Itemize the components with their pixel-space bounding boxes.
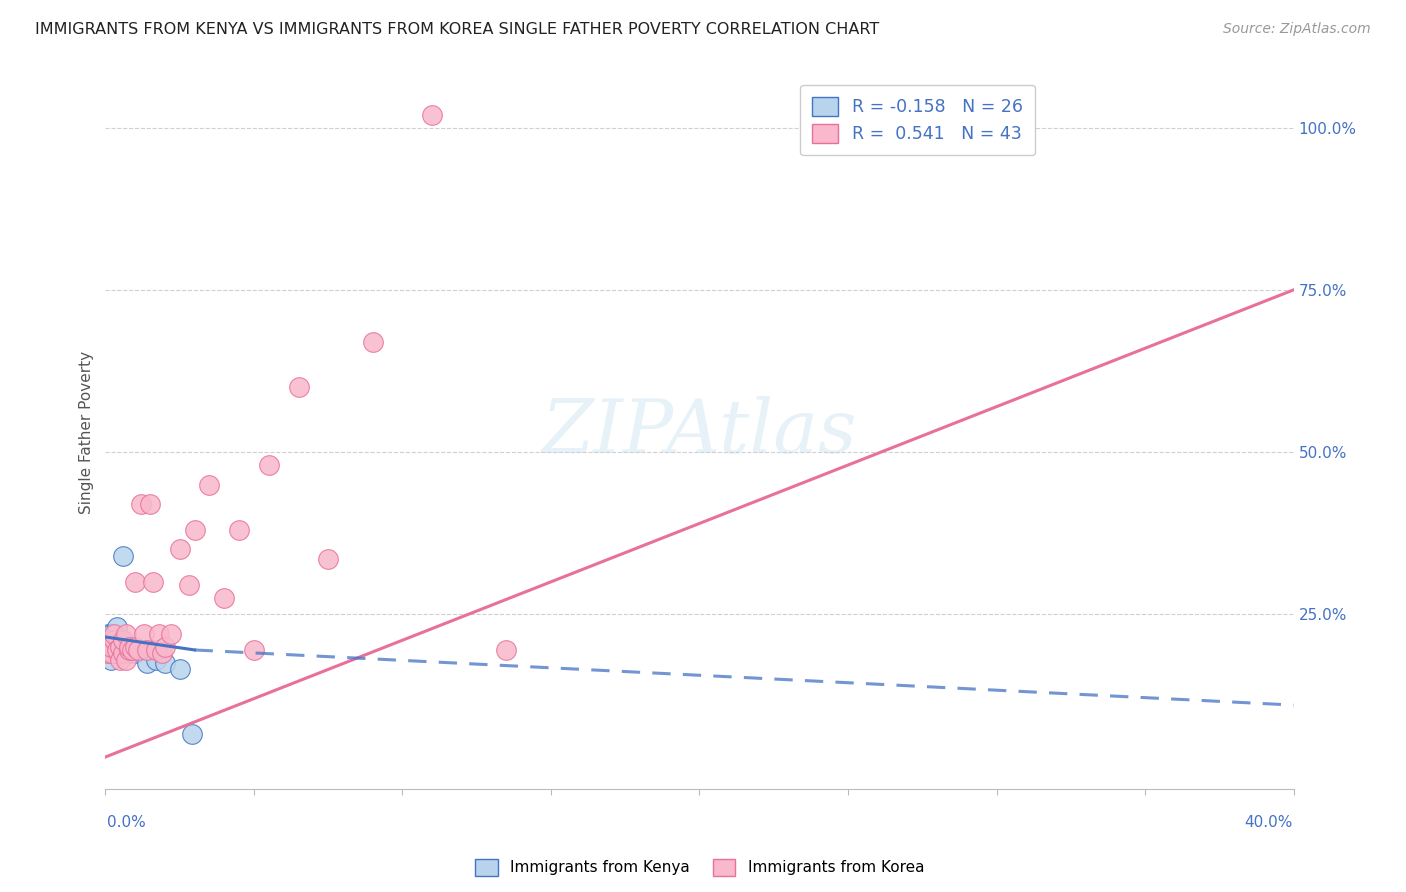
Point [129,643,152,657]
Point [110,633,132,648]
Point [103,640,125,654]
Point [139,497,162,511]
Point [115,640,138,654]
Point [97,646,120,660]
Point [153,656,176,670]
Point [145,653,167,667]
Point [129,497,152,511]
Point [103,626,125,640]
Point [100,626,122,640]
Point [287,380,309,394]
Point [169,662,191,676]
Point [183,523,205,537]
Point [105,646,128,660]
Point [97,633,120,648]
Text: 40.0%: 40.0% [1244,815,1292,830]
Point [118,640,141,654]
Point [257,458,280,472]
Point [136,656,159,670]
Point [145,643,167,657]
Point [153,640,176,654]
Point [136,643,159,657]
Point [100,640,122,654]
Point [115,626,138,640]
Legend: Immigrants from Kenya, Immigrants from Korea: Immigrants from Kenya, Immigrants from K… [468,853,931,881]
Point [214,591,236,605]
Text: 0.0%: 0.0% [107,815,145,830]
Point [121,643,143,657]
Point [127,643,149,657]
Point [118,646,141,660]
Point [177,578,200,592]
Point [100,646,122,660]
Point [495,643,517,657]
Point [121,643,143,657]
Point [159,626,181,640]
Point [316,552,339,566]
Point [97,626,120,640]
Point [361,334,384,349]
Point [118,643,141,657]
Point [100,633,122,648]
Point [148,626,170,640]
Y-axis label: Single Father Poverty: Single Father Poverty [79,351,94,514]
Point [132,626,155,640]
Point [97,640,120,654]
Point [150,646,173,660]
Point [97,640,120,654]
Point [115,653,138,667]
Point [110,640,132,654]
Point [110,640,132,654]
Point [103,633,125,648]
Point [198,477,221,491]
Text: Source: ZipAtlas.com: Source: ZipAtlas.com [1223,22,1371,37]
Point [112,646,135,660]
Point [100,653,122,667]
Point [243,643,266,657]
Point [105,620,128,634]
Point [420,108,443,122]
Point [142,574,165,589]
Point [105,643,128,657]
Text: ZIPAtlas: ZIPAtlas [541,396,858,469]
Point [180,727,202,741]
Point [97,633,120,648]
Point [228,523,250,537]
Point [124,640,146,654]
Point [112,633,135,648]
Text: IMMIGRANTS FROM KENYA VS IMMIGRANTS FROM KOREA SINGLE FATHER POVERTY CORRELATION: IMMIGRANTS FROM KENYA VS IMMIGRANTS FROM… [35,22,879,37]
Point [112,549,135,563]
Point [124,646,146,660]
Point [100,640,122,654]
Point [110,653,132,667]
Point [103,633,125,648]
Point [97,646,120,660]
Point [124,574,146,589]
Point [103,646,125,660]
Point [169,542,191,557]
